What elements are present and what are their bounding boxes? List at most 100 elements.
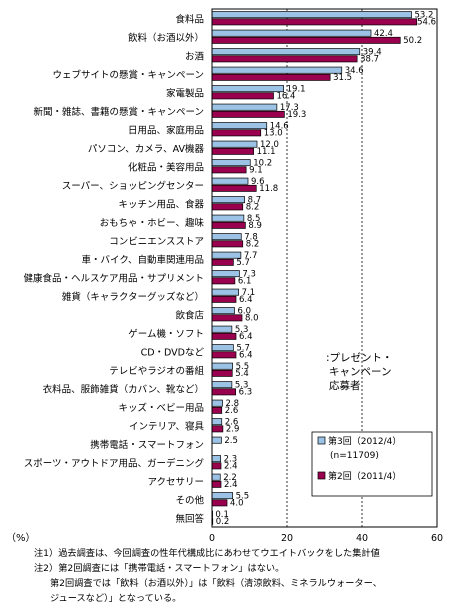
value-label: 6.4 [239,351,253,361]
value-label: 14.6 [270,121,289,131]
bar-series-3 [211,85,284,93]
value-label: 31.5 [333,73,352,83]
value-label: 6.4 [239,295,253,305]
value-label: 4.0 [230,499,244,509]
bar-series-2 [211,295,237,303]
bar-series-2 [211,166,247,174]
value-label: 42.4 [374,29,393,39]
x-tick-label: 60 [431,533,443,544]
category-label: 車・バイク、自動車関連用品 [82,254,204,266]
bar-series-3 [211,325,233,333]
bar-series-3 [211,307,235,315]
bar-series-3 [211,362,233,370]
category-label: スーパー、ショッピングセンター [62,180,204,192]
bar-series-2 [211,277,236,285]
bar-series-3 [211,455,221,463]
category-label: キッチン用品、食器 [118,198,204,210]
footnotes: 注1）過去調査は、今回調査の性年代構成比にあわせてウエイトバックをした集計値 注… [34,546,449,606]
legend-swatch-series-3 [317,436,326,445]
value-label: 50.2 [403,36,422,46]
x-tick-label: 0 [209,533,215,544]
bar-series-3 [211,159,251,167]
category-label: 雑貨（キャラクターグッズなど） [62,291,204,303]
value-label: 5.5 [236,491,250,501]
value-label: 2.4 [224,462,238,472]
value-label: 19.1 [287,84,306,94]
category-label: キッズ・ベビー用品 [118,402,204,414]
value-label: 7.7 [244,251,258,261]
bar-series-3 [211,11,412,19]
value-label: 8.9 [248,221,262,231]
value-label: 39.4 [363,47,382,57]
category-label: その他 [175,494,204,506]
value-label: 5.7 [236,258,250,268]
value-label: 8.7 [248,195,262,205]
value-label: 17.3 [280,103,299,113]
category-label: 携帯電話・スマートフォン [90,439,204,451]
bar-series-3 [211,122,268,130]
legend: 第3回（2012/4） (n=11709) 第2回（2011/4） [311,431,433,497]
bar-series-2 [211,92,274,100]
value-labels: 53.254.6 42.4 50.2 39.438.734.631.5 19.116.4… [215,10,436,527]
category-label: アクセサリー [147,477,204,488]
bar-series-2 [211,406,223,414]
category-label: 健康食品・ヘルスケア用品・サプリメント [23,272,204,284]
value-label: 19.3 [287,110,306,120]
value-label: 8.2 [246,240,260,250]
footnote-2: 注2）第2回調査には「携帯電話・スマートフォン」はない。 [34,563,285,574]
bar-series-2 [211,73,331,81]
value-label: 2.6 [225,406,239,416]
bar-series-2 [211,221,246,229]
category-label: ウェブサイトの懸賞・キャンペーン [52,69,204,81]
bar-series-3 [211,103,278,111]
bar-series-3 [211,196,245,204]
bar-series-3 [211,270,240,278]
value-label: 6.0 [238,306,252,316]
bar-series-2 [211,462,222,470]
category-label: テレビやラジオの番組 [109,365,204,377]
bar-series-2 [211,129,262,137]
x-axis: 0 20 40 60 [209,533,443,544]
category-label: お酒 [185,51,205,62]
bar-series-2 [211,36,401,44]
bar-series-2 [211,425,224,433]
bar-series-3 [211,288,239,296]
value-label: 9.6 [251,177,265,187]
value-label: 2.9 [226,425,240,435]
bar-series-2 [211,147,254,155]
annotation-line: 応募者 [329,379,361,392]
category-label: CD・DVDなど [141,347,205,358]
value-label: 5.4 [235,369,249,379]
bar-series-3 [211,48,361,56]
category-label: ゲーム機・ソフト [128,328,204,340]
category-label: おもちゃ・ホビー、趣味 [100,217,205,229]
value-label: 2.2 [223,473,237,483]
bar-series-3 [211,214,245,222]
value-label: 2.4 [224,480,238,490]
legend-label-series-3: 第3回（2012/4） [328,435,401,447]
value-label: 38.7 [360,55,379,65]
value-label: 5.5 [236,362,250,372]
category-label: 化粧品・美容用品 [128,161,204,173]
bar-series-2 [211,18,418,26]
value-label: 54.6 [417,18,436,28]
value-label: 5.3 [235,325,249,335]
category-label: 飲食店 [175,309,204,321]
legend-swatch-series-2 [317,471,326,480]
bar-series-3 [211,29,372,37]
footnote-2-line2: 第2回調査では「飲料（お酒以外）」は「飲料（清涼飲料、ミネラルウォーター、 [50,578,382,589]
value-label: 2.3 [224,454,238,464]
bar-series-2 [211,332,237,340]
x-tick-label: 40 [356,533,368,544]
bar-series-2 [211,480,222,488]
value-label: 10.2 [253,158,272,168]
footnote-2-line3: ジュースなど）」となっている。 [50,593,182,604]
bar-series-2 [211,184,257,192]
category-label: 無回答 [175,513,204,525]
category-label: 食料品 [175,13,204,25]
bar-series-2 [211,258,234,266]
plot-frame [211,8,438,528]
value-label: 5.3 [235,380,249,390]
